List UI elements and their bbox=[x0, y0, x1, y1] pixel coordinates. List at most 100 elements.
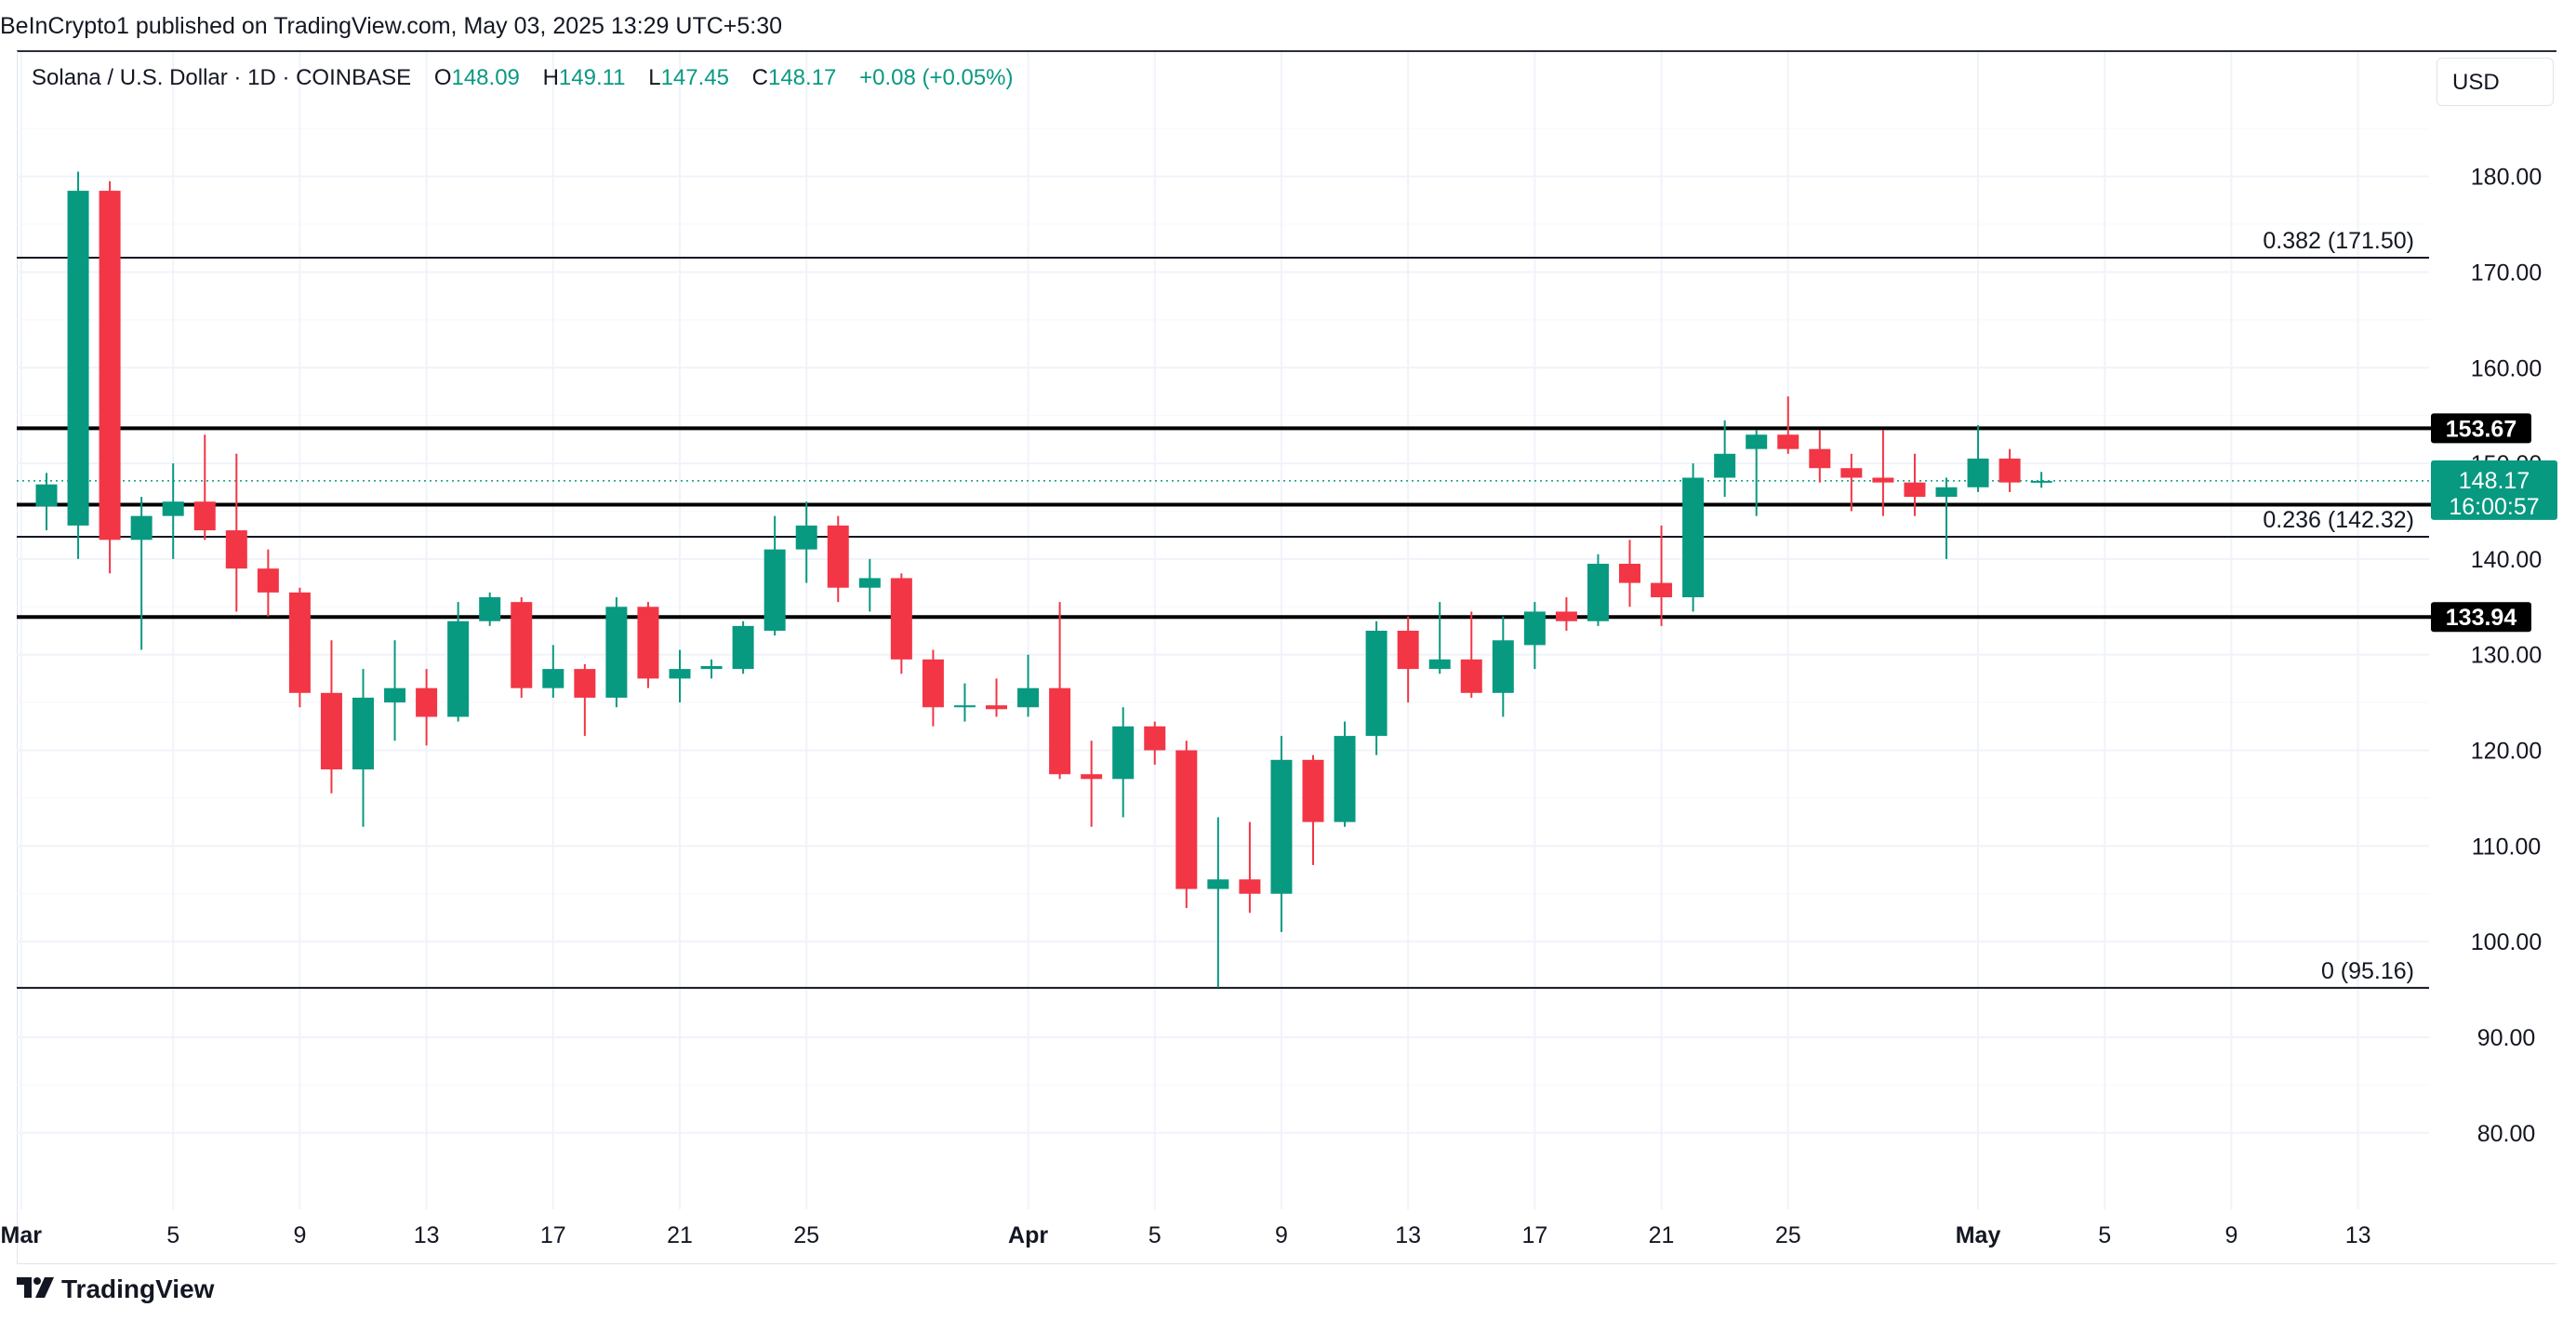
candle bbox=[858, 558, 881, 612]
candle-body bbox=[320, 692, 342, 770]
candle bbox=[1904, 453, 1926, 516]
y-tick-label: 110.00 bbox=[2472, 834, 2542, 860]
legend-close-label: C bbox=[751, 65, 768, 90]
candle-body bbox=[1049, 687, 1071, 775]
y-tick-label: 140.00 bbox=[2471, 547, 2542, 573]
candle bbox=[1682, 463, 1705, 612]
candle bbox=[1302, 754, 1324, 865]
candle bbox=[890, 573, 912, 674]
level-price-badge bbox=[2431, 413, 2531, 444]
publisher-line: BeInCrypto1 published on TradingView.com… bbox=[0, 13, 783, 39]
x-tick-label: Mar bbox=[1, 1222, 43, 1248]
last-price-badge bbox=[2431, 460, 2557, 520]
candle bbox=[1651, 525, 1673, 626]
candle bbox=[605, 597, 628, 708]
candle bbox=[1207, 817, 1229, 988]
footer-brand[interactable]: TradingView bbox=[17, 1274, 214, 1304]
candle-body bbox=[1651, 582, 1673, 598]
candle-body bbox=[1998, 458, 2021, 483]
candle-body bbox=[669, 669, 691, 679]
candle-body bbox=[1334, 736, 1356, 822]
x-tick-label: 13 bbox=[414, 1222, 440, 1248]
chart-frame bbox=[17, 50, 2556, 1264]
candle-body bbox=[986, 705, 1007, 710]
fib-level-label: 0.236 (142.32) bbox=[2263, 507, 2414, 533]
candle bbox=[384, 640, 406, 741]
candle-body bbox=[1619, 564, 1640, 583]
candle-body bbox=[1017, 687, 1040, 708]
candle-body bbox=[1809, 448, 1831, 469]
candle bbox=[1397, 616, 1419, 703]
candle-body bbox=[1081, 774, 1103, 780]
candle-body bbox=[1207, 879, 1229, 889]
x-tick-label: 5 bbox=[2098, 1222, 2111, 1248]
legend-open: 148.09 bbox=[451, 65, 520, 90]
legend-low: 147.45 bbox=[660, 65, 729, 90]
y-tick-label: 130.00 bbox=[2471, 643, 2542, 669]
candle bbox=[1144, 721, 1166, 765]
candle bbox=[1270, 736, 1293, 932]
candle bbox=[1840, 453, 1863, 512]
candle bbox=[2030, 472, 2052, 488]
candle-body bbox=[542, 669, 564, 688]
candle bbox=[637, 602, 659, 688]
candle-body bbox=[795, 525, 817, 550]
candle bbox=[320, 640, 342, 794]
y-tick-label: 170.00 bbox=[2471, 260, 2542, 286]
candle-body bbox=[1967, 458, 1989, 487]
candle bbox=[574, 663, 596, 737]
candle-body bbox=[479, 597, 501, 621]
candle bbox=[257, 549, 279, 617]
candle-body bbox=[1682, 477, 1705, 598]
legend-symbol: Solana / U.S. Dollar · 1D · COINBASE bbox=[32, 65, 412, 90]
candle bbox=[416, 669, 438, 746]
candle bbox=[35, 473, 58, 531]
x-tick-label: 25 bbox=[1775, 1222, 1801, 1248]
candle-body bbox=[1935, 487, 1958, 498]
candle bbox=[352, 669, 374, 827]
candle bbox=[511, 597, 533, 698]
candle-body bbox=[922, 659, 944, 708]
candle-body bbox=[1587, 564, 1609, 621]
candle-body bbox=[1302, 759, 1324, 822]
candle-body bbox=[193, 501, 216, 531]
candle bbox=[225, 453, 247, 612]
candle-body bbox=[890, 578, 912, 660]
fib-level-label: 0.382 (171.50) bbox=[2263, 228, 2414, 254]
candle-body bbox=[1904, 482, 1926, 498]
candle bbox=[1049, 602, 1071, 780]
candle bbox=[700, 659, 723, 679]
candle bbox=[1587, 554, 1609, 626]
currency-button[interactable]: USD bbox=[2437, 58, 2554, 106]
candle-body bbox=[858, 578, 881, 588]
candle-body bbox=[605, 607, 628, 698]
candle bbox=[1334, 721, 1356, 827]
candle-body bbox=[732, 625, 754, 670]
candle bbox=[1365, 620, 1388, 755]
x-tick-label: 5 bbox=[166, 1222, 179, 1248]
legend-open-label: O bbox=[433, 65, 452, 90]
countdown-label: 16:00:57 bbox=[2449, 494, 2539, 520]
candle-body bbox=[827, 525, 849, 588]
x-tick-label: 21 bbox=[667, 1222, 693, 1248]
candle bbox=[669, 649, 691, 703]
candle bbox=[1619, 540, 1640, 607]
candle bbox=[67, 171, 89, 559]
x-tick-label: 9 bbox=[1275, 1222, 1288, 1248]
x-tick-label: Apr bbox=[1008, 1222, 1048, 1248]
candle-body bbox=[1460, 659, 1482, 693]
x-tick-label: 17 bbox=[540, 1222, 566, 1248]
level-price-badge-label: 133.94 bbox=[2446, 605, 2517, 631]
y-tick-label: 100.00 bbox=[2471, 929, 2542, 955]
candle bbox=[1428, 602, 1451, 674]
candle-body bbox=[1270, 759, 1293, 894]
x-tick-label: 25 bbox=[793, 1222, 819, 1248]
candle bbox=[1492, 616, 1514, 717]
candle-body bbox=[1365, 631, 1388, 737]
last-price-label: 148.17 bbox=[2459, 468, 2530, 494]
fib-level-label: 0 (95.16) bbox=[2321, 958, 2414, 984]
x-tick-label: May bbox=[1956, 1222, 2001, 1248]
candle bbox=[1777, 396, 1799, 454]
candle-body bbox=[637, 607, 659, 679]
